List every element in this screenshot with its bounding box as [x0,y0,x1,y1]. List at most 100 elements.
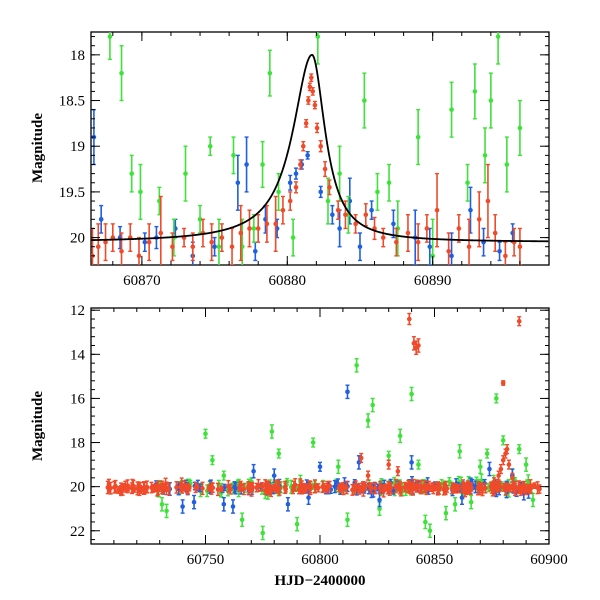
data-point [480,482,485,497]
marker [264,221,270,227]
data-point [209,481,214,495]
data-point [415,223,421,262]
marker [252,248,258,254]
marker [251,468,256,474]
marker [293,171,299,176]
data-point [98,204,104,234]
marker [488,98,494,103]
marker [216,244,222,250]
marker [247,226,252,231]
data-point [221,470,227,481]
marker [466,244,472,250]
data-point [485,163,491,239]
data-point [241,483,247,496]
marker [407,316,412,322]
data-point [345,384,350,400]
y-tick-label: 14 [70,347,86,363]
data-point [468,494,474,510]
marker [449,253,454,259]
data-point [233,481,238,495]
marker [251,226,257,231]
marker [427,528,433,534]
data-point [246,481,251,491]
data-point [215,482,221,497]
top-axes: 60870 60880 60890 18 18.5 19 19.5 20 [59,32,550,289]
data-point [488,72,494,129]
data-point [497,241,502,262]
data-point [435,481,441,494]
data-point [476,481,482,491]
marker [452,501,458,507]
data-point [158,195,164,265]
marker [290,235,296,240]
marker [159,484,165,489]
marker [335,207,341,213]
marker [231,153,236,158]
marker [353,483,359,489]
marker [226,484,231,489]
data-point [518,483,524,495]
marker [282,485,288,490]
data-point [354,358,359,373]
marker [343,212,348,218]
data-point [107,32,113,61]
marker [363,212,369,218]
marker [453,486,459,492]
data-point [264,204,270,243]
data-point [146,223,152,262]
data-point [178,481,183,492]
data-point [308,480,313,496]
marker [297,483,303,488]
marker [372,486,378,491]
marker [430,253,435,259]
data-point [287,191,293,211]
marker [468,499,474,505]
marker [330,212,335,218]
data-point [506,459,512,470]
marker [276,189,281,195]
marker [255,226,261,231]
marker [532,483,537,488]
data-point [397,428,403,444]
data-point [424,482,429,496]
data-point [315,32,321,65]
data-point [320,480,325,494]
data-point [219,223,225,252]
data-point [476,191,482,248]
marker [280,207,286,213]
marker [221,473,227,478]
data-point [210,455,215,466]
data-point [409,455,414,470]
data-point [259,482,265,492]
data-point [116,485,121,494]
data-point [216,218,222,265]
data-point [149,481,154,494]
marker [241,486,247,492]
data-point [521,480,527,494]
data-point [132,484,137,493]
marker [95,244,101,250]
data-point [312,100,318,110]
marker [446,248,451,254]
marker [468,207,473,213]
marker [271,485,277,491]
marker [197,217,203,222]
data-point [517,227,523,265]
data-point [405,214,411,252]
top-panel: 60870 60880 60890 18 18.5 19 19.5 20 Magnitude [30,31,550,289]
bottom-y-axis-title: Magnitude [30,391,46,461]
marker [230,504,236,509]
data-point [402,481,408,493]
marker [316,485,321,491]
data-point [318,185,324,199]
data-point [345,512,350,528]
data-point [260,525,266,541]
marker [244,162,249,167]
data-point [262,479,268,492]
data-point [353,214,358,234]
data-point [523,457,529,472]
data-point [369,200,374,221]
data-point [267,49,273,97]
data-point [409,386,414,402]
marker [341,487,346,492]
